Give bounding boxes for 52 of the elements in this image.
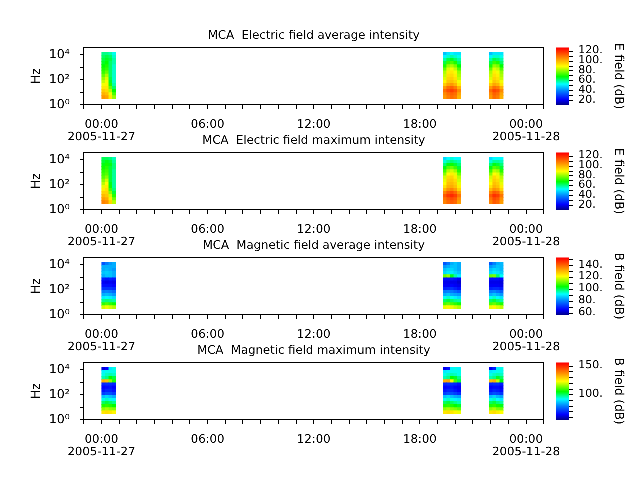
x-tick-label: 12:00 — [297, 326, 331, 341]
y-axis-title: Hz — [28, 278, 43, 294]
color-bar-title: B field (dB) — [612, 252, 627, 320]
x-tick-label: 18:00 — [403, 222, 437, 236]
x-tick-label: 06:00 — [191, 326, 225, 341]
y-tick-label: 10⁰ — [49, 201, 70, 216]
x-tick-label: 00:00 2005-11-27 — [68, 326, 136, 354]
x-tick-label: 00:00 2005-11-28 — [492, 222, 560, 248]
color-bar-label: 20. — [578, 92, 596, 106]
color-bar-label: 100. — [578, 386, 603, 400]
x-tick-label: 18:00 — [403, 432, 437, 446]
y-tick-label: 10² — [49, 176, 70, 192]
y-tick-label: 10⁴ — [49, 256, 70, 272]
x-tick-label: 00:00 2005-11-27 — [68, 117, 136, 144]
x-tick-label: 06:00 — [191, 432, 225, 446]
color-bar-label: 140. — [578, 258, 603, 271]
y-axis-title: Hz — [28, 68, 43, 84]
chart-title: MCA Electric field average intensity — [208, 28, 420, 42]
color-bar-label: 60. — [578, 305, 596, 318]
x-tick-label: 12:00 — [297, 117, 331, 132]
y-tick-label: 10² — [49, 386, 70, 402]
y-tick-label: 10⁴ — [49, 46, 70, 62]
color-bar-label: 120. — [578, 269, 603, 282]
x-tick-label: 00:00 2005-11-27 — [68, 222, 136, 248]
y-tick-label: 10⁴ — [49, 361, 70, 376]
y-tick-label: 10² — [49, 71, 70, 86]
chart-title: MCA Magnetic field maximum intensity — [197, 342, 431, 357]
x-tick-label: 06:00 — [191, 222, 225, 236]
y-tick-label: 10⁰ — [49, 306, 70, 322]
chart-title: MCA Magnetic field average intensity — [202, 238, 426, 252]
y-axis-title: Hz — [28, 382, 43, 400]
y-tick-label: 10⁰ — [49, 96, 70, 112]
chart-title: MCA Electric field maximum intensity — [202, 132, 426, 147]
color-bar-label: 100. — [578, 281, 603, 294]
x-tick-label: 06:00 — [191, 117, 225, 132]
x-tick-label: 00:00 2005-11-28 — [492, 326, 560, 354]
x-tick-label: 12:00 — [297, 432, 331, 446]
y-axis-title: Hz — [28, 172, 43, 190]
y-tick-label: 10⁰ — [49, 410, 70, 426]
x-tick-label: 12:00 — [297, 222, 331, 236]
color-bar-title: B field (dB) — [612, 358, 627, 425]
color-bar-title: E field (dB) — [612, 148, 627, 214]
x-tick-label: 00:00 2005-11-28 — [492, 432, 560, 458]
x-tick-label: 18:00 — [403, 326, 437, 341]
x-tick-label: 18:00 — [403, 117, 437, 132]
y-tick-label: 10² — [49, 281, 70, 296]
color-bar-label: 150. — [578, 358, 603, 372]
color-bar-title: E field (dB) — [612, 43, 627, 110]
x-tick-label: 00:00 2005-11-27 — [68, 432, 136, 458]
y-tick-label: 10⁴ — [49, 151, 70, 166]
x-tick-label: 00:00 2005-11-28 — [492, 117, 560, 144]
color-bar-label: 80. — [578, 293, 596, 306]
